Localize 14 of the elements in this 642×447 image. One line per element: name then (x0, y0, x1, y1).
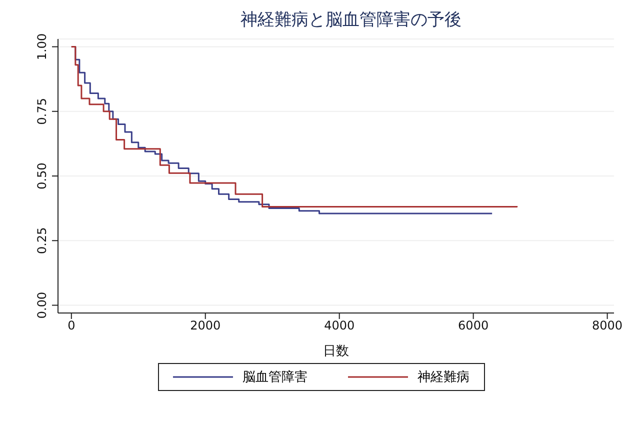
legend-label: 神経難病 (418, 369, 470, 386)
x-axis-title: 日数 (323, 344, 349, 359)
y-tick-label: 0.75 (35, 98, 49, 125)
y-tick-label: 1.00 (35, 33, 49, 60)
legend-label: 脳血管障害 (242, 369, 308, 386)
y-tick-label: 0.50 (35, 162, 49, 190)
x-tick-label: 0 (68, 318, 76, 333)
y-tick-label: 0.25 (35, 227, 49, 254)
x-tick-label: 2000 (190, 318, 221, 333)
x-tick-label: 6000 (458, 318, 489, 333)
x-tick-label: 8000 (592, 318, 623, 333)
chart-title: 神経難病と脳血管障害の予後 (240, 9, 462, 31)
x-tick-label: 4000 (324, 318, 355, 333)
y-tick-label: 0.00 (35, 292, 49, 319)
